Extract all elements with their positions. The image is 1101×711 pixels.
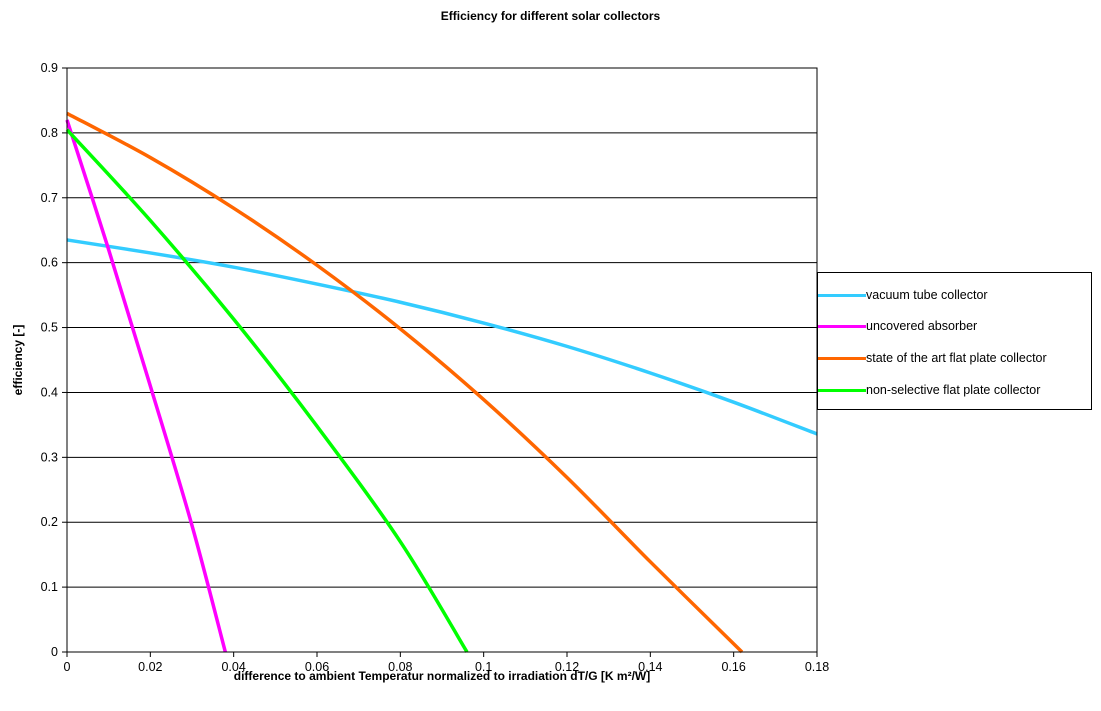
x-tick-label: 0.04 xyxy=(221,660,245,674)
x-tick-label: 0.16 xyxy=(721,660,745,674)
y-tick-label: 0.7 xyxy=(41,191,58,205)
chart-legend: vacuum tube collector uncovered absorber s… xyxy=(817,272,1092,410)
y-tick-label: 0 xyxy=(51,645,58,659)
y-tick-label: 0.2 xyxy=(41,515,58,529)
y-tick-label: 0.8 xyxy=(41,126,58,140)
legend-label: state of the art flat plate collector xyxy=(866,351,1047,365)
series-line-4 xyxy=(65,128,469,653)
legend-label: vacuum tube collector xyxy=(866,288,988,302)
x-tick-label: 0.08 xyxy=(388,660,412,674)
legend-item: non-selective flat plate collector xyxy=(818,382,1040,398)
y-tick-label: 0.5 xyxy=(41,321,58,335)
plot-area xyxy=(66,67,818,653)
x-tick-label: 0.14 xyxy=(638,660,662,674)
legend-item: uncovered absorber xyxy=(818,318,977,334)
legend-item: state of the art flat plate collector xyxy=(818,350,1047,366)
x-tick-label: 0.02 xyxy=(138,660,162,674)
x-tick-label: 0.12 xyxy=(555,660,579,674)
x-tick-label: 0.06 xyxy=(305,660,329,674)
y-tick-label: 0.6 xyxy=(41,256,58,270)
x-tick-label: 0.1 xyxy=(475,660,492,674)
legend-label: non-selective flat plate collector xyxy=(866,383,1041,397)
x-tick-label: 0 xyxy=(64,660,71,674)
chart-title: Efficiency for different solar collector… xyxy=(440,9,661,23)
legend-swatch xyxy=(818,324,866,328)
y-tick-label: 0.9 xyxy=(41,61,58,75)
y-tick-label: 0.1 xyxy=(41,580,58,594)
series-line-3 xyxy=(66,111,744,654)
legend-swatch xyxy=(818,388,866,392)
series-line-2 xyxy=(65,119,228,653)
legend-swatch xyxy=(818,293,866,297)
x-tick-label: 0.18 xyxy=(805,660,829,674)
y-axis-label: efficiency [-] xyxy=(11,325,25,396)
legend-swatch xyxy=(818,356,866,360)
legend-item: vacuum tube collector xyxy=(818,287,988,303)
series-line-1 xyxy=(66,238,818,436)
y-tick-label: 0.3 xyxy=(41,450,58,464)
x-axis-label: difference to ambient Temperatur normali… xyxy=(234,669,650,683)
y-tick-label: 0.4 xyxy=(41,385,58,399)
legend-label: uncovered absorber xyxy=(866,319,978,333)
